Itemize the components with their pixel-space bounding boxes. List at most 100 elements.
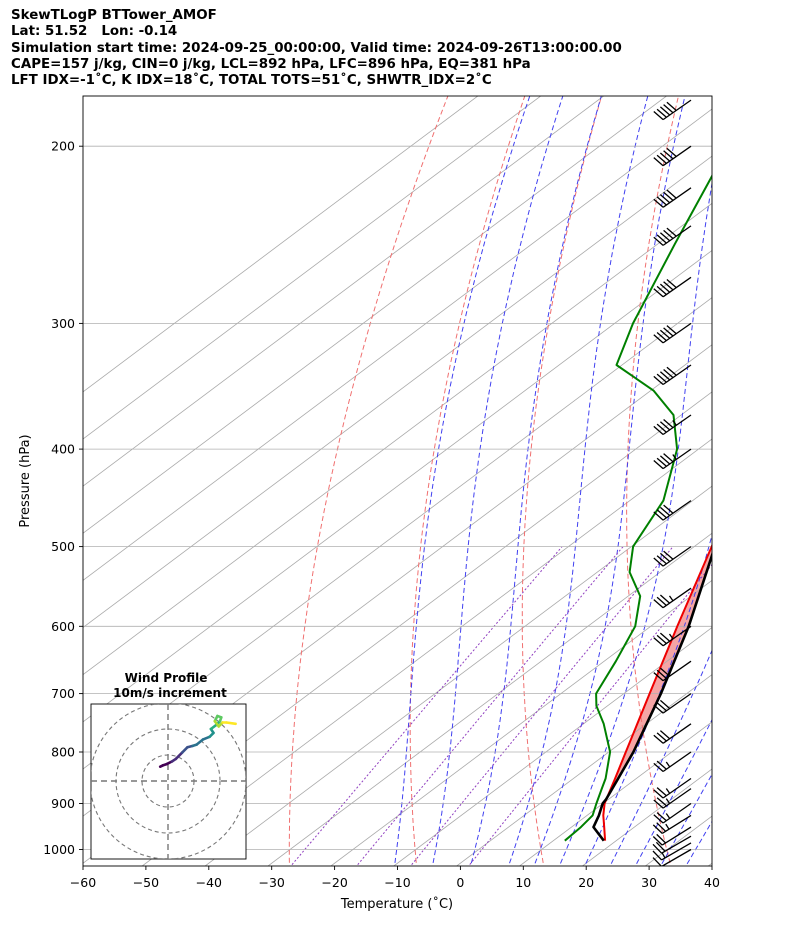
dry-adiabat-line (626, 96, 680, 866)
dewpoint-line (564, 174, 712, 842)
isotherm-line (393, 627, 712, 866)
isotherm-line (83, 96, 479, 393)
moist-adiabat-line (660, 773, 712, 866)
isotherm-line (708, 862, 712, 866)
wind-barb (653, 802, 692, 824)
isotherm-line (141, 438, 712, 866)
time-line: Simulation start time: 2024-09-25_00:00:… (11, 40, 622, 56)
isotherm-line (83, 391, 712, 864)
isotherm-line (582, 768, 712, 866)
moist-adiabat-line (470, 96, 602, 866)
wind-barb (653, 723, 692, 744)
wind-barb (653, 99, 692, 121)
moist-adiabat-line (533, 96, 686, 866)
wind-barb (653, 587, 692, 609)
wind-barb (653, 276, 692, 298)
parcel-path-line (592, 551, 712, 842)
y-tick-label: 600 (51, 619, 75, 634)
x-tick-label: −20 (321, 875, 347, 890)
dry-adiabat-line (288, 96, 449, 866)
mixing-ratio-line (290, 546, 563, 866)
x-tick-label: 0 (456, 875, 464, 890)
y-tick-label: 700 (51, 686, 75, 701)
y-tick-label: 200 (51, 139, 75, 154)
y-tick-label: 500 (51, 539, 75, 554)
moist-adiabat-line (432, 96, 564, 866)
wind-barb (653, 225, 692, 246)
hodograph-trace-segment (174, 751, 184, 761)
hodograph-trace-segment (225, 721, 237, 726)
chart-header: SkewTLogP BTTower_AMOF Lat: 51.52 Lon: -… (11, 8, 622, 89)
dry-adiabat-line (409, 96, 526, 866)
wind-barb (653, 500, 692, 521)
wind-barb (653, 546, 692, 567)
y-axis-label: Pressure (hPa) (18, 434, 33, 527)
indices-line: LFT IDX=-1˚C, K IDX=18˚C, TOTAL TOTS=51˚… (11, 73, 492, 89)
wind-barb (652, 835, 692, 854)
x-axis-label: Temperature (˚C) (340, 896, 453, 912)
isotherm-line (83, 202, 712, 676)
negative-area-shading (762, 0, 794, 428)
isotherm-line (83, 108, 712, 581)
isotherm-line (83, 249, 712, 723)
wind-barb (653, 187, 692, 208)
moist-adiabat-line (584, 533, 712, 866)
mixing-ratio-line (467, 563, 712, 866)
x-tick-label: 30 (641, 875, 657, 890)
wind-barb (653, 777, 692, 799)
moist-adiabat-line (685, 820, 712, 866)
wind-barb (652, 842, 692, 861)
isotherm-line (330, 579, 712, 866)
wind-barb (653, 364, 692, 386)
isotherm-line (456, 674, 712, 866)
x-tick-label: 20 (578, 875, 594, 890)
isotherm-line (204, 485, 712, 866)
wind-barb (652, 848, 692, 866)
hodograph-trace-segment (195, 738, 205, 746)
x-tick-label: −50 (133, 875, 159, 890)
x-tick-label: −40 (196, 875, 222, 890)
moist-adiabat-line (558, 180, 712, 866)
wind-barb (652, 814, 692, 834)
mixing-ratio-line (355, 546, 624, 866)
x-tick-label: 40 (704, 875, 720, 890)
mixing-ratio-line (409, 546, 674, 866)
plot-area (82, 0, 794, 871)
y-tick-label: 1000 (43, 842, 75, 857)
y-tick-label: 300 (51, 316, 75, 331)
hodograph-subtitle: 10m/s increment (113, 686, 227, 700)
isotherm-line (83, 96, 541, 440)
isotherm-line (83, 155, 712, 629)
wind-barb (653, 788, 692, 809)
isotherm-line (267, 532, 712, 866)
x-tick-label: −30 (259, 875, 285, 890)
dry-adiabat-line (724, 0, 794, 871)
isotherm-line (519, 721, 712, 866)
wind-barb (653, 322, 692, 344)
wind-barb (653, 414, 692, 436)
y-tick-label: 400 (51, 442, 75, 457)
wind-barb (654, 49, 691, 68)
wind-barb (653, 625, 692, 647)
hodograph-title: Wind Profile (125, 671, 208, 685)
x-tick-label: −10 (384, 875, 410, 890)
moist-adiabat-line (393, 96, 531, 866)
wind-barb (654, 0, 691, 10)
temperature-line (602, 543, 712, 841)
isotherm-line (83, 96, 667, 534)
chart-title: SkewTLogP BTTower_AMOF (11, 8, 217, 23)
y-tick-label: 800 (51, 745, 75, 760)
moist-adiabat-line (508, 96, 649, 866)
wind-barb (652, 826, 692, 846)
dry-adiabat-line (521, 96, 603, 866)
y-tick-label: 900 (51, 796, 75, 811)
moist-adiabat-line (634, 718, 712, 866)
wind-barb (653, 660, 692, 682)
wind-barb (653, 693, 692, 714)
isotherm-line (83, 96, 604, 487)
wind-barb (653, 751, 692, 773)
wind-barb (653, 448, 692, 470)
cape-line: CAPE=157 j/kg, CIN=0 j/kg, LCL=892 hPa, … (11, 56, 531, 72)
hodograph-inset: Wind Profile 10m/s increment (90, 671, 247, 860)
